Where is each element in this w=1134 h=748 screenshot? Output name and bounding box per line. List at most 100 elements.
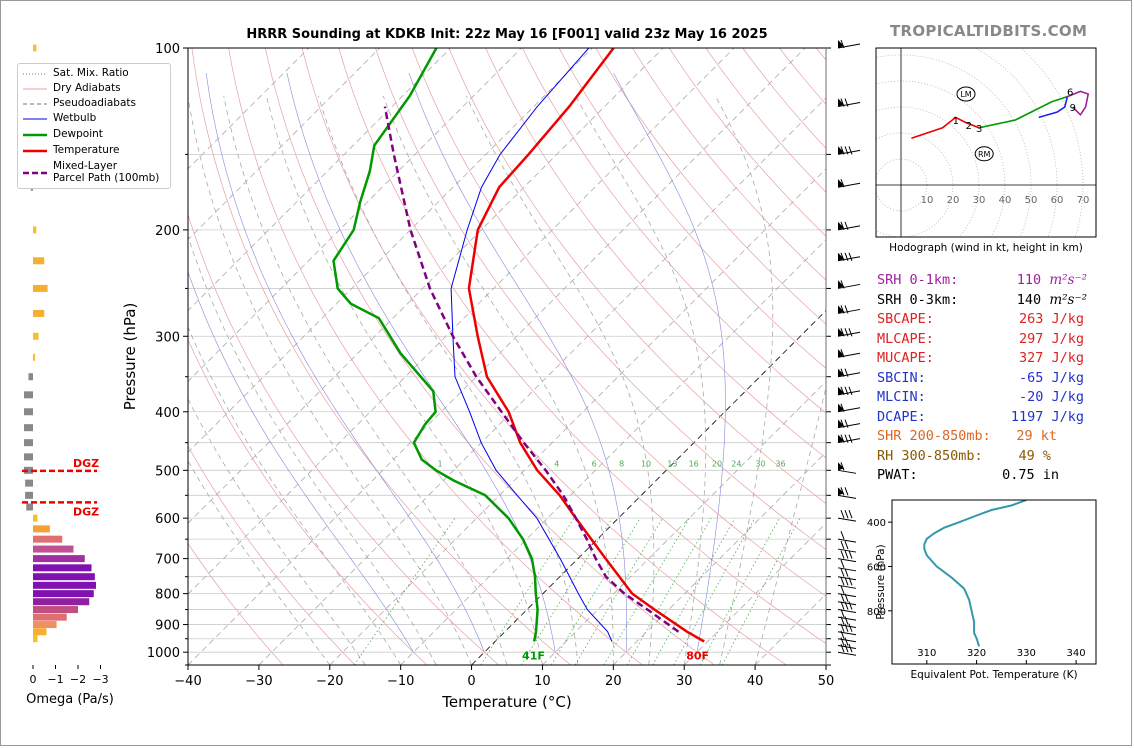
omega-bar [33, 525, 50, 533]
hodo-trace [911, 116, 980, 139]
hodo-trace [978, 95, 1068, 129]
pseudoadiabat [188, 460, 331, 665]
wind-barb-feather [848, 146, 853, 155]
thetae-x-tick-label: 310 [917, 648, 936, 659]
wind-barb-flag [838, 403, 844, 412]
hodo-ring-label: 70 [1077, 195, 1090, 206]
storm-motion-marker [974, 146, 994, 162]
x-tick-label: −20 [316, 674, 343, 689]
wetbulb-ref-line [613, 72, 726, 653]
mixing-ratio-line [652, 517, 736, 665]
wind-barb-staff [837, 567, 857, 572]
wind-barb-feather [848, 252, 853, 261]
hodo-point-label: 3 [976, 124, 982, 135]
wind-barb-flag [838, 434, 844, 443]
dry-adiabat [228, 48, 643, 665]
wind-barb-feather [844, 623, 849, 632]
wind-barb [837, 434, 861, 444]
pseudoadiabat [223, 95, 508, 665]
legend-swatch-wetbulb [23, 118, 47, 120]
omega-bar [33, 590, 94, 598]
dry-adiabat [522, 48, 826, 414]
wind-barb-feather [840, 280, 845, 289]
wind-barb [837, 530, 857, 543]
hodo-point-label: 2 [966, 121, 972, 132]
x-tick-label: −40 [174, 674, 201, 689]
brand-watermark: TROPICALTIDBITS.COM [890, 22, 1088, 40]
wind-barb-feather [844, 305, 849, 314]
mixing-ratio-line [699, 518, 780, 665]
dry-adiabat [338, 48, 826, 644]
pseudoadiabat [266, 95, 543, 665]
dry-adiabat [188, 542, 284, 665]
stat-value: -65 J/kg [1018, 369, 1084, 386]
wind-barb-feather [840, 368, 845, 377]
stat-value: 297 J/kg [1018, 330, 1084, 347]
omega-x-tick-label: −1 [47, 673, 63, 686]
x-tick-label: 10 [534, 674, 551, 689]
pseudoadiabat [188, 398, 366, 665]
wind-barb [837, 98, 861, 108]
legend-swatch-solid [23, 88, 47, 90]
stat-label: SHR 200-850mb: [877, 428, 991, 444]
omega-bar [24, 453, 33, 461]
legend-swatch-temperature [23, 149, 47, 153]
wind-barb-staff [837, 256, 861, 262]
omega-bar [33, 309, 45, 317]
wind-barb-flag [838, 328, 844, 337]
stat-number: 140 [1016, 291, 1042, 308]
wind-barb [837, 487, 857, 499]
mixing-ratio-line [603, 517, 690, 665]
y-tick-label: 100 [155, 42, 180, 57]
wind-barb-staff [837, 538, 857, 543]
thetae-x-tick-label: 320 [967, 648, 986, 659]
x-tick-label: −30 [245, 674, 272, 689]
isotherm-line [400, 239, 826, 665]
stat-label: SRH 0-1km: [877, 272, 959, 288]
dry-adiabat [632, 48, 826, 281]
wind-barb-flag [838, 98, 844, 107]
wind-barb-staff [837, 102, 861, 108]
wind-barb-staff [837, 225, 861, 231]
hodo-ring-label: 20 [947, 195, 960, 206]
wind-barb-feather [840, 550, 845, 559]
mixing-ratio-label: 6 [592, 460, 597, 469]
wind-barb-feather [840, 530, 845, 540]
wind-barb-staff [837, 576, 857, 581]
y-tick-label: 200 [155, 224, 180, 239]
wind-barb [837, 462, 857, 474]
isotherm-line [188, 48, 735, 595]
wind-barb-feather [848, 550, 853, 559]
omega-bar [24, 391, 33, 399]
wind-barb-feather [844, 98, 849, 107]
stat-pwat: PWAT: 0.75 in [877, 467, 1117, 487]
mixing-ratio-label: 36 [775, 460, 785, 469]
omega-bar [33, 606, 78, 614]
stat-label: SBCAPE: [877, 311, 934, 327]
wind-barb-feather [840, 559, 845, 568]
omega-bar [25, 479, 33, 487]
wind-barb-feather [844, 146, 849, 155]
omega-bar [24, 424, 33, 432]
wind-barb-feather [840, 623, 845, 632]
stat-shear: SHR 200-850mb: 29 kt [877, 428, 1117, 448]
pseudoadiabat [188, 235, 437, 665]
omega-bar [33, 257, 45, 265]
stat-mlcin: MLCIN: -20 J/kg [877, 389, 1117, 409]
omega-bar [33, 353, 35, 361]
omega-bar [33, 621, 57, 629]
y-tick-label: 700 [155, 553, 180, 568]
x-axis-label: Temperature (°C) [441, 693, 571, 711]
wind-barb [837, 305, 861, 314]
y-tick-label: 300 [155, 330, 180, 345]
omega-bar [24, 466, 33, 474]
wind-barb-feather [840, 637, 845, 646]
x-tick-label: 30 [676, 674, 693, 689]
wind-barb-feather [844, 577, 849, 586]
legend-label: Dry Adiabats [53, 82, 121, 94]
hodo-point-label: 6 [1067, 87, 1073, 98]
thetae-trace [923, 500, 1027, 647]
isotherm-line [683, 522, 826, 665]
isotherm-line [329, 168, 826, 665]
